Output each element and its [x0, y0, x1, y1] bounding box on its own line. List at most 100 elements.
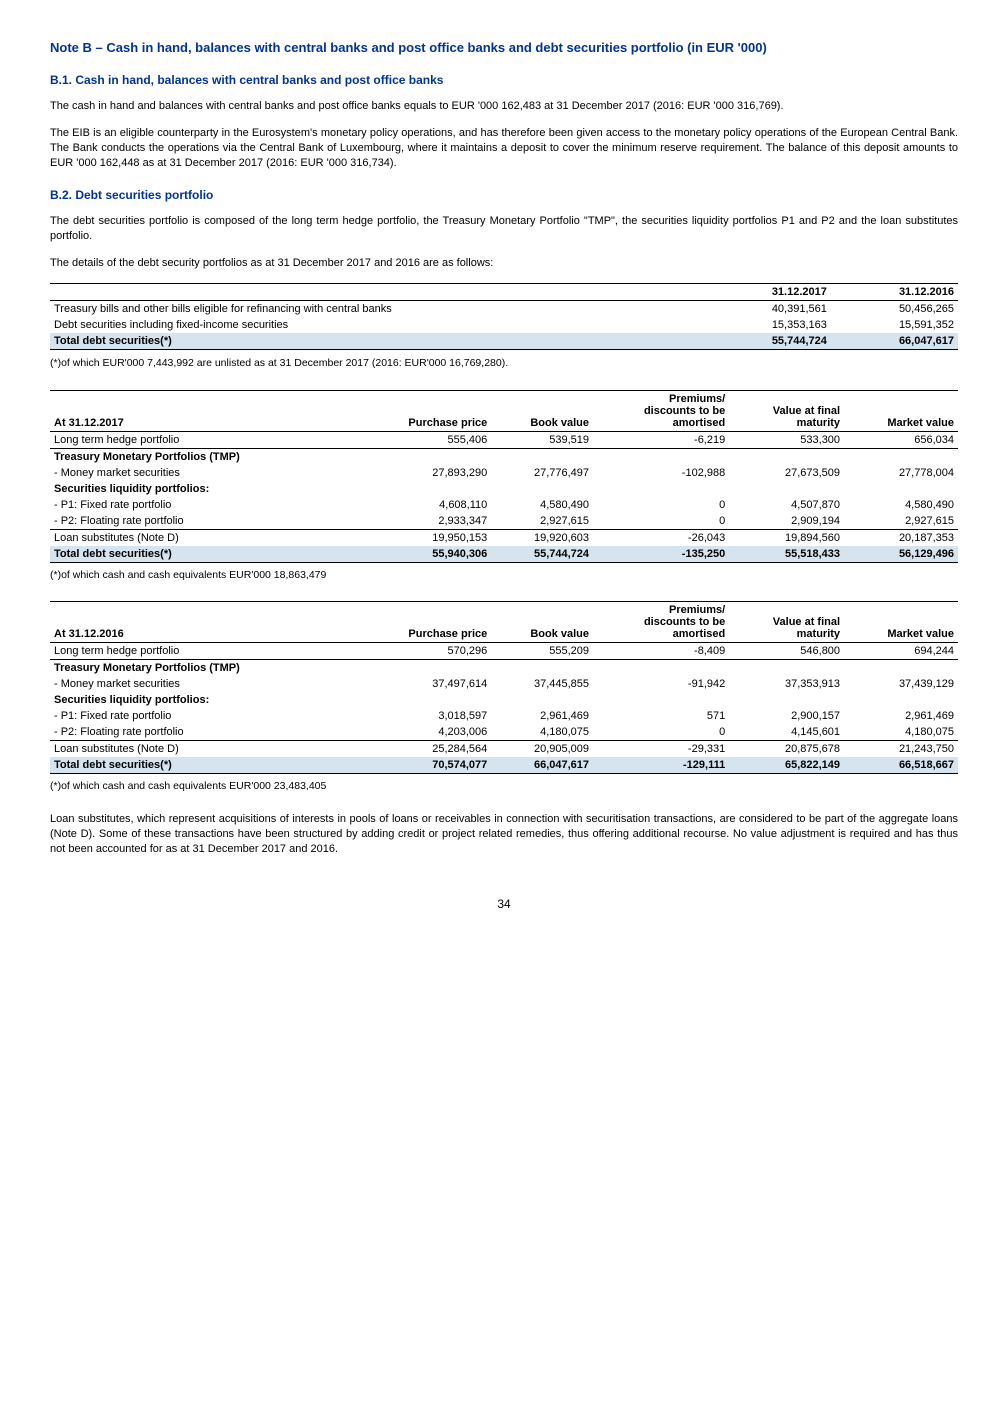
row-label: Long term hedge portfolio [50, 432, 359, 449]
cell: 2,933,347 [359, 513, 492, 530]
summary-footnote: (*)of which EUR'000 7,443,992 are unlist… [50, 356, 958, 370]
row-label: - Money market securities [50, 465, 359, 481]
cell: 4,145,601 [729, 724, 844, 741]
b2-para-2: The details of the debt security portfol… [50, 256, 958, 271]
cell: 56,129,496 [844, 546, 958, 563]
cell: -6,219 [593, 432, 729, 449]
portfolio-table-2017: At 31.12.2017 Purchase price Book value … [50, 390, 958, 563]
cell: 2,961,469 [491, 708, 593, 724]
col-purchase: Purchase price [359, 391, 492, 432]
section-b1-heading: B.1. Cash in hand, balances with central… [50, 73, 958, 87]
row-label: Total debt securities(*) [50, 333, 704, 350]
row-label: - P2: Floating rate portfolio [50, 724, 359, 741]
cell: 15,353,163 [704, 317, 831, 333]
closing-paragraph: Loan substitutes, which represent acquis… [50, 812, 958, 857]
cell: 4,580,490 [491, 497, 593, 513]
cell: 20,905,009 [491, 741, 593, 758]
cell: 4,580,490 [844, 497, 958, 513]
table-row: - P2: Floating rate portfolio 2,933,347 … [50, 513, 958, 530]
cell: -135,250 [593, 546, 729, 563]
table-row: Treasury Monetary Portfolios (TMP) [50, 660, 958, 677]
cell: 0 [593, 513, 729, 530]
b2-para-1: The debt securities portfolio is compose… [50, 214, 958, 244]
cell: 55,940,306 [359, 546, 492, 563]
total-row: Total debt securities(*) 70,574,077 66,0… [50, 757, 958, 774]
col-maturity: Value at final maturity [729, 391, 844, 432]
table-row: Loan substitutes (Note D) 19,950,153 19,… [50, 530, 958, 547]
cell: 2,927,615 [491, 513, 593, 530]
cell: -91,942 [593, 676, 729, 692]
cell: -26,043 [593, 530, 729, 547]
section-b2-heading: B.2. Debt securities portfolio [50, 188, 958, 202]
row-label: Total debt securities(*) [50, 757, 359, 774]
row-label: Treasury Monetary Portfolios (TMP) [50, 449, 359, 466]
table-row: - P1: Fixed rate portfolio 3,018,597 2,9… [50, 708, 958, 724]
col-date: At 31.12.2017 [50, 391, 359, 432]
table-row: Long term hedge portfolio 570,296 555,20… [50, 643, 958, 660]
col-maturity: Value at final maturity [729, 602, 844, 643]
cell: 570,296 [359, 643, 492, 660]
cell: 55,744,724 [491, 546, 593, 563]
cell: 55,744,724 [704, 333, 831, 350]
col-book: Book value [491, 602, 593, 643]
cell: 4,608,110 [359, 497, 492, 513]
table-row: - Money market securities 37,497,614 37,… [50, 676, 958, 692]
table-row: - P2: Floating rate portfolio 4,203,006 … [50, 724, 958, 741]
cell: 27,893,290 [359, 465, 492, 481]
cell: 65,822,149 [729, 757, 844, 774]
row-label: - P2: Floating rate portfolio [50, 513, 359, 530]
cell: 555,209 [491, 643, 593, 660]
row-label: Treasury bills and other bills eligible … [50, 300, 704, 317]
table-row: - P1: Fixed rate portfolio 4,608,110 4,5… [50, 497, 958, 513]
col-2017: 31.12.2017 [704, 283, 831, 300]
cell: 37,497,614 [359, 676, 492, 692]
cell: 546,800 [729, 643, 844, 660]
cell: -29,331 [593, 741, 729, 758]
table-row: Treasury bills and other bills eligible … [50, 300, 958, 317]
col-market: Market value [844, 391, 958, 432]
cell: 19,894,560 [729, 530, 844, 547]
cell: 571 [593, 708, 729, 724]
col-purchase: Purchase price [359, 602, 492, 643]
table-2017-footnote: (*)of which cash and cash equivalents EU… [50, 569, 958, 581]
table-row: Long term hedge portfolio 555,406 539,51… [50, 432, 958, 449]
cell: 19,920,603 [491, 530, 593, 547]
note-title: Note B – Cash in hand, balances with cen… [50, 40, 958, 55]
cell: 66,047,617 [491, 757, 593, 774]
portfolio-table-2016: At 31.12.2016 Purchase price Book value … [50, 601, 958, 774]
cell: 694,244 [844, 643, 958, 660]
cell: 37,445,855 [491, 676, 593, 692]
row-label: - P1: Fixed rate portfolio [50, 708, 359, 724]
cell: 25,284,564 [359, 741, 492, 758]
b1-para-2: The EIB is an eligible counterparty in t… [50, 126, 958, 171]
row-label: Debt securities including fixed-income s… [50, 317, 704, 333]
cell: -8,409 [593, 643, 729, 660]
cell: 2,900,157 [729, 708, 844, 724]
col-date: At 31.12.2016 [50, 602, 359, 643]
table-row: Securities liquidity portfolios: [50, 692, 958, 708]
table-row: Securities liquidity portfolios: [50, 481, 958, 497]
b1-para-1: The cash in hand and balances with centr… [50, 99, 958, 114]
col-2016: 31.12.2016 [831, 283, 958, 300]
cell: 70,574,077 [359, 757, 492, 774]
cell: -102,988 [593, 465, 729, 481]
table-row: - Money market securities 27,893,290 27,… [50, 465, 958, 481]
row-label: Loan substitutes (Note D) [50, 530, 359, 547]
row-label: Long term hedge portfolio [50, 643, 359, 660]
row-label: Securities liquidity portfolios: [50, 692, 359, 708]
row-label: - Money market securities [50, 676, 359, 692]
row-label: - P1: Fixed rate portfolio [50, 497, 359, 513]
cell: 40,391,561 [704, 300, 831, 317]
table-row: Loan substitutes (Note D) 25,284,564 20,… [50, 741, 958, 758]
page-number: 34 [50, 897, 958, 911]
total-row: Total debt securities(*) 55,744,724 66,0… [50, 333, 958, 350]
cell: 21,243,750 [844, 741, 958, 758]
cell: 533,300 [729, 432, 844, 449]
cell: 539,519 [491, 432, 593, 449]
cell: 20,875,678 [729, 741, 844, 758]
total-row: Total debt securities(*) 55,940,306 55,7… [50, 546, 958, 563]
cell: 4,203,006 [359, 724, 492, 741]
summary-table: 31.12.2017 31.12.2016 Treasury bills and… [50, 283, 958, 350]
cell: 555,406 [359, 432, 492, 449]
cell: 19,950,153 [359, 530, 492, 547]
